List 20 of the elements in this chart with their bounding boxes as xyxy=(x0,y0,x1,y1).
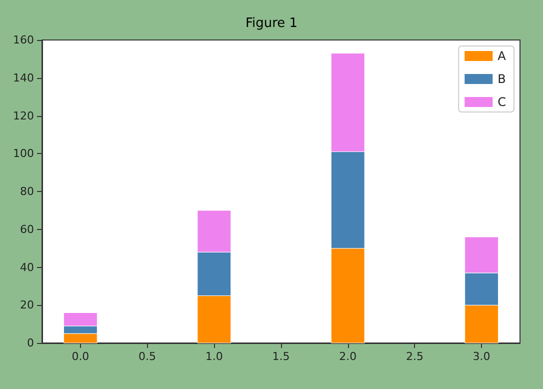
y-tick-label: 60 xyxy=(20,222,34,236)
y-tick-label: 0 xyxy=(27,336,34,350)
x-tick-label: 0.0 xyxy=(72,350,90,363)
y-tick-label: 20 xyxy=(20,298,34,312)
x-tick-label: 1.5 xyxy=(272,350,290,363)
y-tick-label: 140 xyxy=(13,71,34,84)
x-tick-label: 2.0 xyxy=(339,350,357,363)
x-tick-label: 2.5 xyxy=(406,350,424,363)
x-tick-label: 3.0 xyxy=(472,350,490,363)
y-tick-label: 120 xyxy=(13,109,34,122)
y-tick-label: 80 xyxy=(20,185,34,198)
legend-label: C xyxy=(498,95,506,109)
y-tick-label: 40 xyxy=(20,260,34,274)
chart-title: Figure 1 xyxy=(245,16,298,31)
y-tick-label: 100 xyxy=(13,147,34,160)
legend-label: A xyxy=(498,49,507,63)
x-tick-label: 1.0 xyxy=(205,350,223,363)
y-tick-label: 160 xyxy=(13,34,34,46)
x-tick-label: 0.5 xyxy=(138,350,156,363)
legend-label: B xyxy=(498,72,506,86)
